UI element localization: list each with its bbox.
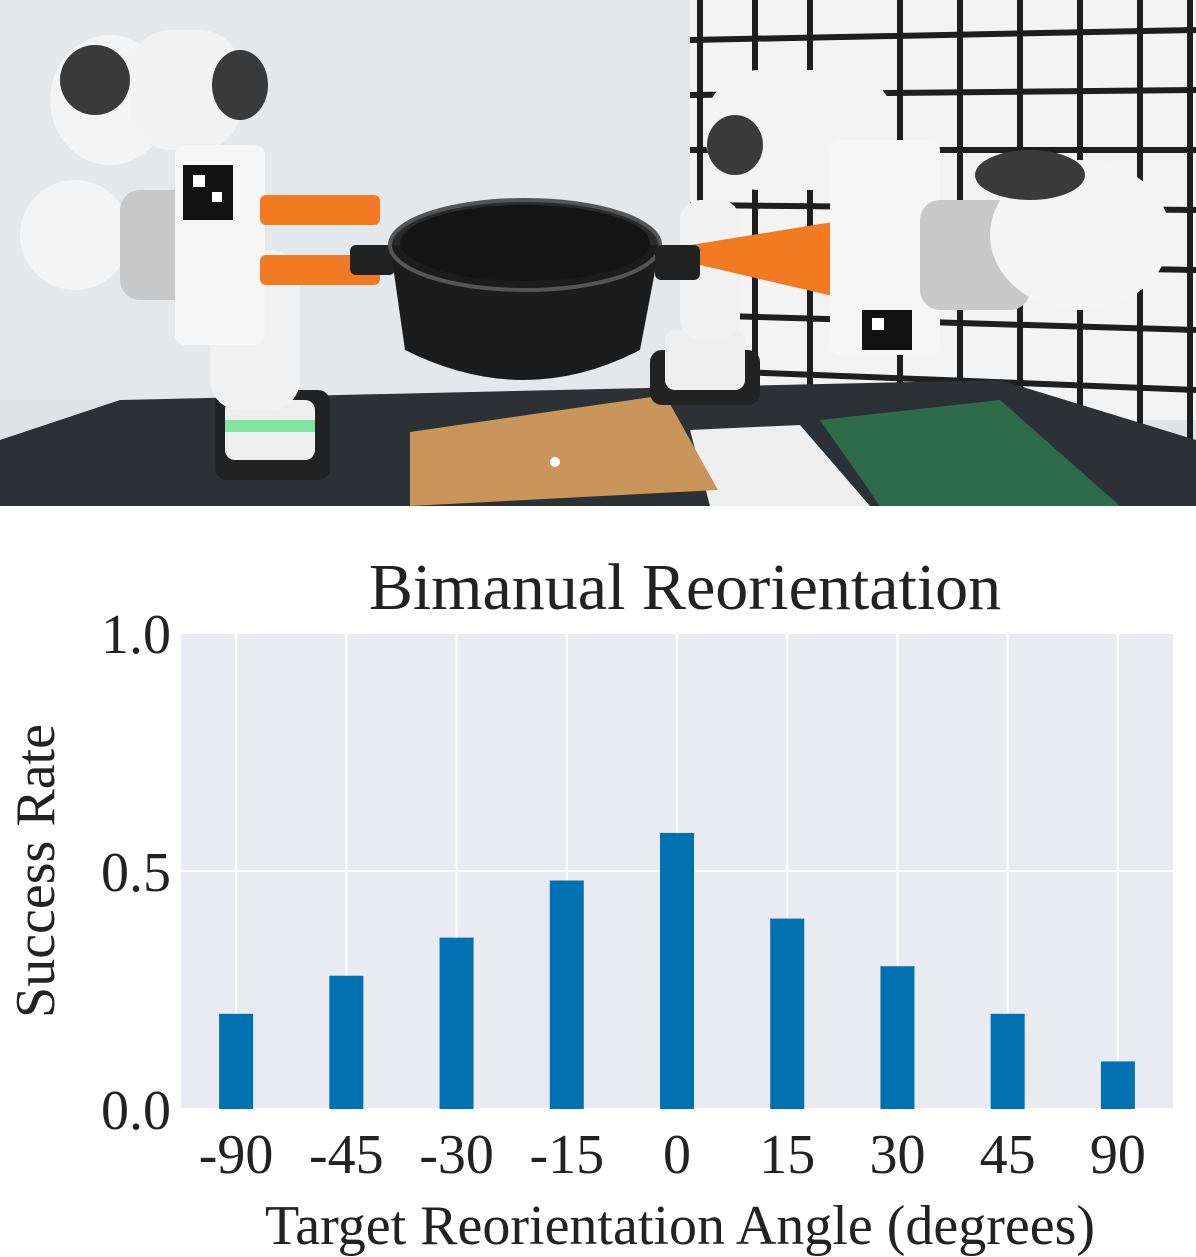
bar--30: [439, 937, 474, 1109]
bar--90: [219, 1013, 254, 1109]
cutting-board: [410, 395, 718, 506]
y-tick-label: 0.5: [101, 842, 171, 904]
x-tick-label: -15: [529, 1124, 604, 1186]
x-tick-label: -45: [309, 1124, 384, 1186]
x-tick-label: 30: [869, 1124, 925, 1186]
bar-0: [660, 832, 694, 1109]
robot-photo: [0, 0, 1196, 506]
bar--15: [549, 880, 584, 1109]
bar-15: [770, 918, 805, 1109]
chart-title: Bimanual Reorientation: [369, 551, 1001, 624]
y-tick-label: 1.0: [101, 604, 171, 666]
x-tick-label: -90: [199, 1124, 274, 1186]
pot: [388, 198, 662, 380]
x-tick-labels: -90 -45 -30 -15 0 15 30 45 90: [199, 1124, 1146, 1186]
bar--45: [329, 975, 364, 1109]
bar-90: [1100, 1061, 1135, 1109]
x-tick-label: -30: [419, 1124, 494, 1186]
y-tick-label: 0.0: [101, 1080, 171, 1142]
y-axis-label: Success Rate: [5, 724, 67, 1018]
y-tick-labels: 0.0 0.5 1.0: [101, 604, 171, 1142]
bar-chart: Bimanual Reorientation 0.00.51.0 -90 -45-…: [5, 551, 1173, 1257]
x-tick-label: 0: [663, 1124, 691, 1186]
bar-45: [990, 1013, 1025, 1109]
x-axis-label: Target Reorientation Angle (degrees): [265, 1195, 1095, 1257]
bars: [219, 832, 1135, 1109]
left-robot-arm: [20, 30, 395, 480]
x-tick-label: 15: [759, 1124, 815, 1186]
bar-30: [880, 966, 915, 1109]
right-robot-arm: [650, 70, 1170, 405]
x-tick-label: 45: [980, 1124, 1036, 1186]
x-tick-label: 90: [1090, 1124, 1146, 1186]
